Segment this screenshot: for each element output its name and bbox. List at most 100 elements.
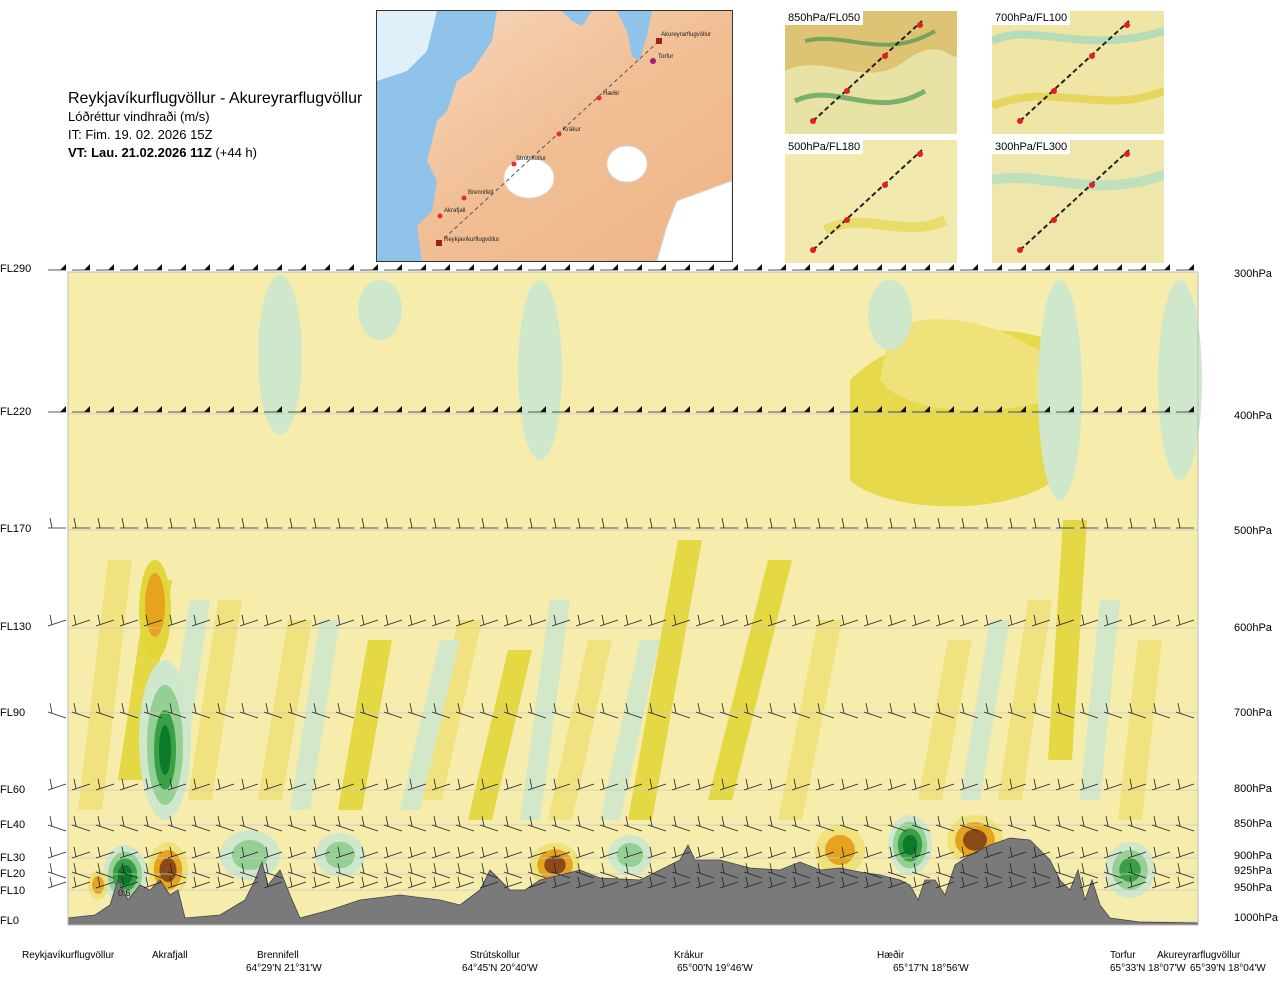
wind-barb-feather <box>241 517 245 529</box>
wind-barb-feather <box>481 517 485 529</box>
wind-barb-feather <box>721 614 725 625</box>
wind-barb-pennant <box>852 406 858 412</box>
wind-barb-pennant <box>324 406 330 412</box>
wind-barb-feather <box>889 816 893 827</box>
wind-barb <box>239 619 259 627</box>
wind-barb-feather <box>217 863 221 874</box>
wind-barb-feather <box>1129 517 1133 529</box>
wind-barb <box>479 871 499 879</box>
wind-barb-pennant <box>732 264 738 270</box>
wind-barb-feather <box>793 876 797 887</box>
wind-barb-pennant <box>588 406 594 412</box>
wind-barb <box>1007 871 1027 879</box>
wind-barb-feather <box>985 703 989 714</box>
wind-barb-feather <box>1105 816 1109 827</box>
wind-barb-feather <box>385 778 389 789</box>
wind-barb-pennant <box>108 264 114 270</box>
wind-barb <box>431 711 451 719</box>
wind-barb <box>479 851 499 859</box>
wind-barb <box>335 851 355 859</box>
wind-barb <box>1175 871 1195 879</box>
route-map: Akureyrarflugvöllur Torfur Hæðir Krákur … <box>376 10 733 262</box>
wind-barb <box>383 881 403 889</box>
wind-barb <box>719 619 739 627</box>
wind-barb <box>143 881 163 889</box>
vertical-motion-band <box>1048 520 1087 760</box>
y-left-tick: FL220 <box>0 406 32 418</box>
wind-barb-feather <box>481 863 485 874</box>
wind-barb <box>143 851 163 859</box>
downdraft-core <box>159 725 171 775</box>
wind-barb <box>503 619 523 627</box>
wind-barb-feather <box>745 778 749 789</box>
wind-barb-feather <box>697 517 701 529</box>
wind-barb-feather <box>409 703 413 714</box>
wind-barb-feather <box>793 816 797 827</box>
wind-barb-feather <box>1129 614 1133 625</box>
wind-barb-feather <box>1081 703 1085 714</box>
wind-barb-feather <box>121 703 125 714</box>
wind-barb-pennant <box>396 406 402 412</box>
wind-barb-pennant <box>708 406 714 412</box>
wind-barb <box>1151 881 1171 889</box>
wind-barb-feather <box>529 517 533 529</box>
wind-barb-feather <box>769 863 773 874</box>
wind-barb-feather <box>913 778 917 789</box>
low-level-core <box>616 843 644 867</box>
wind-barb <box>311 851 331 859</box>
wind-barb-pennant <box>948 264 954 270</box>
wind-barb <box>863 783 883 791</box>
wind-barb <box>959 711 979 719</box>
wind-barb-feather <box>241 846 245 857</box>
wind-barb <box>863 851 883 859</box>
wind-barb <box>671 881 691 889</box>
wind-barb-feather <box>961 876 965 887</box>
wind-barb <box>47 824 67 832</box>
wind-barb <box>839 871 859 879</box>
cross-section-plot: 0.6 <box>47 264 1202 926</box>
wind-barb <box>287 851 307 859</box>
wind-barb-feather <box>793 614 797 625</box>
wind-barb-feather <box>289 846 293 857</box>
wind-barb <box>695 824 715 832</box>
wind-barb-pennant <box>804 406 810 412</box>
wind-barb <box>479 824 499 832</box>
wind-barb <box>815 881 835 889</box>
wind-barb <box>191 824 211 832</box>
wind-barb <box>215 783 235 791</box>
wind-barb <box>1079 851 1099 859</box>
inset-300-map <box>992 140 1164 263</box>
wind-barb-feather <box>721 778 725 789</box>
wind-barb-feather <box>913 703 917 714</box>
y-right-tick: 950hPa <box>1234 882 1272 894</box>
downdraft-streak <box>518 280 562 460</box>
wind-barb-feather <box>625 517 629 529</box>
wind-barb <box>959 824 979 832</box>
wind-barb-feather <box>313 614 317 625</box>
plot-frame <box>67 271 1199 926</box>
wind-barb <box>71 881 91 889</box>
wind-barb <box>1127 851 1147 859</box>
wind-barb <box>1175 824 1195 832</box>
wind-barb <box>527 851 547 859</box>
wind-barb-pennant <box>756 406 762 412</box>
wind-barb <box>1031 619 1051 627</box>
wind-barb-feather <box>889 863 893 874</box>
wind-barb-feather <box>217 876 221 887</box>
wind-barb-pennant <box>60 264 66 270</box>
wind-barb-feather <box>361 816 365 827</box>
wind-barb <box>359 851 379 859</box>
wind-barb <box>1103 824 1123 832</box>
wind-barb-feather <box>121 876 125 887</box>
wind-barb-feather <box>577 816 581 827</box>
contour-value-label: 0.6 <box>118 888 131 898</box>
wind-barb-feather <box>97 517 101 529</box>
vertical-motion-band <box>400 640 460 810</box>
y-right-tick: 600hPa <box>1234 622 1272 634</box>
wind-barb-feather <box>73 778 77 789</box>
wind-barb-feather <box>601 703 605 714</box>
wind-barb-pennant <box>1020 406 1026 412</box>
wind-barb-feather <box>793 517 797 529</box>
wind-barb-feather <box>409 614 413 625</box>
wind-barb <box>503 851 523 859</box>
